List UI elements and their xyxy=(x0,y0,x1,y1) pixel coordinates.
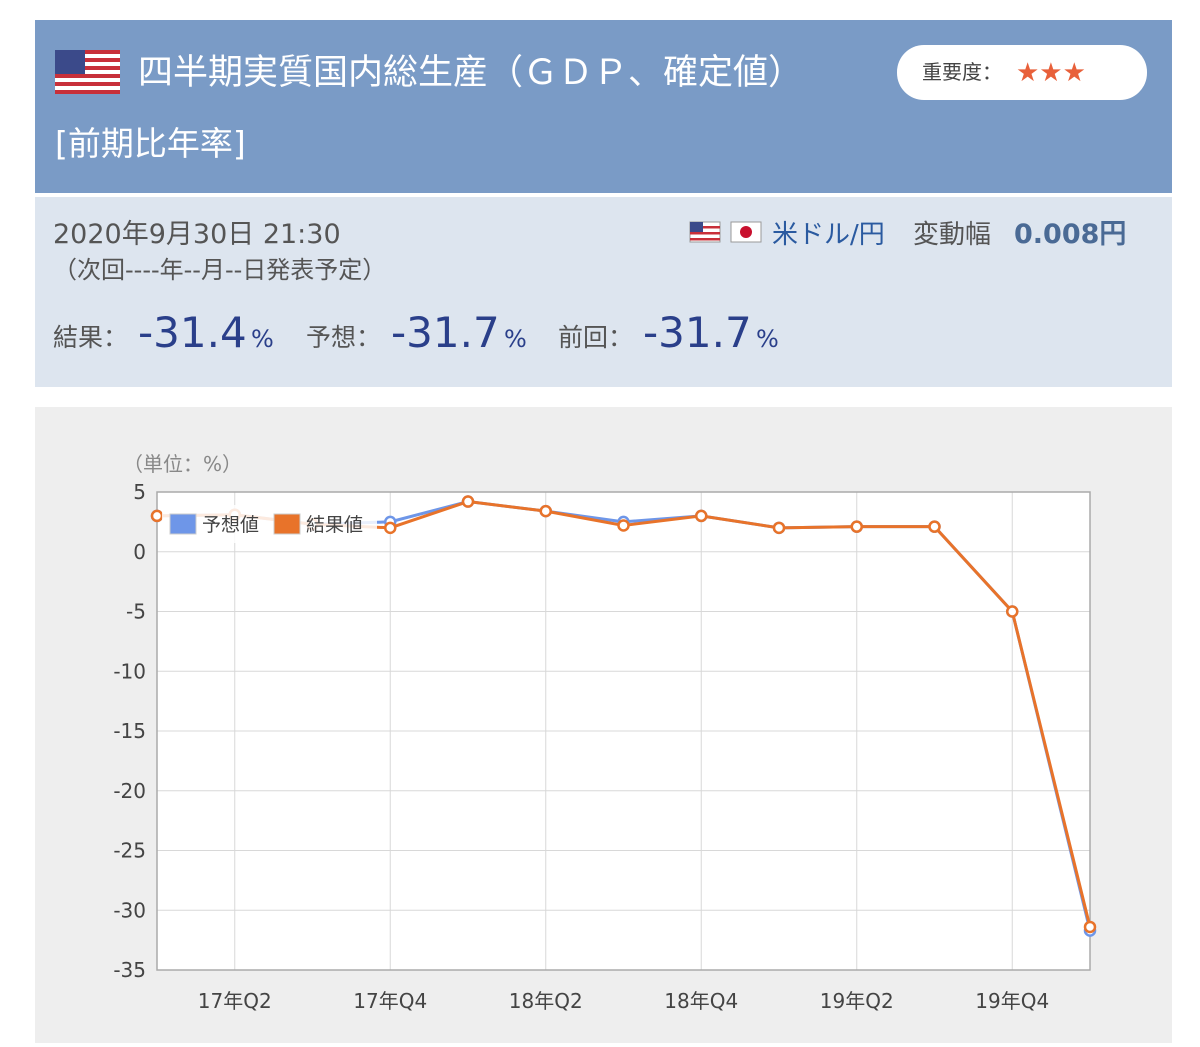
importance-stars: ★★★ xyxy=(1016,58,1086,88)
x-tick-label: 18年Q2 xyxy=(509,989,583,1013)
stat-value: -31.7 xyxy=(643,308,752,357)
y-tick-label: 0 xyxy=(133,540,146,564)
y-tick-label: -10 xyxy=(113,659,146,683)
y-tick-label: -15 xyxy=(113,719,146,743)
currency-pair[interactable]: 米ドル/円 xyxy=(772,220,885,250)
next-release: （次回----年--月--日発表予定） xyxy=(53,256,386,284)
legend-box xyxy=(162,505,377,543)
data-point xyxy=(772,521,786,535)
release-datetime: 2020年9月30日 21:30 xyxy=(53,219,341,250)
y-tick-label: -35 xyxy=(113,958,146,982)
x-tick-label: 17年Q4 xyxy=(353,989,427,1013)
subtitle: [前期比年率] xyxy=(55,124,246,163)
us-flag-small xyxy=(689,221,721,243)
jp-flag-small xyxy=(730,221,762,243)
y-tick-label: -5 xyxy=(126,600,146,624)
data-point xyxy=(928,520,941,533)
importance-label: 重要度： xyxy=(922,60,1002,84)
stat-unit: % xyxy=(504,325,527,353)
unit-label: （単位：%） xyxy=(123,452,242,476)
data-point xyxy=(150,509,164,523)
y-tick-label: -20 xyxy=(113,779,146,803)
stat-unit: % xyxy=(251,325,274,353)
stat-label: 結果： xyxy=(53,323,128,352)
data-point xyxy=(1083,920,1097,934)
y-tick-label: 5 xyxy=(133,480,146,504)
range-value: 0.008円 xyxy=(1014,219,1126,250)
data-point xyxy=(617,519,630,532)
data-point xyxy=(539,504,552,518)
x-tick-label: 18年Q4 xyxy=(664,989,738,1013)
data-point xyxy=(850,520,863,533)
data-point xyxy=(1006,605,1019,618)
x-tick-label: 19年Q2 xyxy=(820,989,894,1013)
legend-label: 予想値 xyxy=(202,514,259,536)
stat-value: -31.7 xyxy=(391,308,500,357)
us-flag xyxy=(55,50,120,94)
data-point xyxy=(695,509,708,523)
stat-unit: % xyxy=(756,325,779,353)
range-label: 変動幅 xyxy=(913,220,991,250)
chart: -35 -30 -25 -20 -15 -10 -5 0 5 17年Q2 17年Q4 18年Q2 18年… xyxy=(113,480,1097,1013)
stats-row: 結果： -31.4% 予想： -31.7% 前回： -31.7% xyxy=(53,308,779,357)
x-tick-label: 17年Q2 xyxy=(198,989,272,1013)
plot-border xyxy=(156,491,1091,971)
y-tick-label: -25 xyxy=(113,839,146,863)
x-tick-label: 19年Q4 xyxy=(975,989,1049,1013)
importance-badge xyxy=(897,45,1147,100)
stat-value: -31.4 xyxy=(138,308,247,357)
stat-label: 予想： xyxy=(306,323,381,352)
info-panel xyxy=(35,197,1172,387)
data-point xyxy=(461,495,475,508)
legend-label: 結果値 xyxy=(306,514,363,536)
legend-swatch xyxy=(169,513,197,535)
data-point xyxy=(384,521,397,535)
stat-label: 前回： xyxy=(558,323,633,352)
legend-swatch xyxy=(273,513,301,535)
title: 四半期実質国内総生産（ＧＤＰ、確定値） xyxy=(138,53,803,93)
y-tick-label: -30 xyxy=(113,898,146,922)
